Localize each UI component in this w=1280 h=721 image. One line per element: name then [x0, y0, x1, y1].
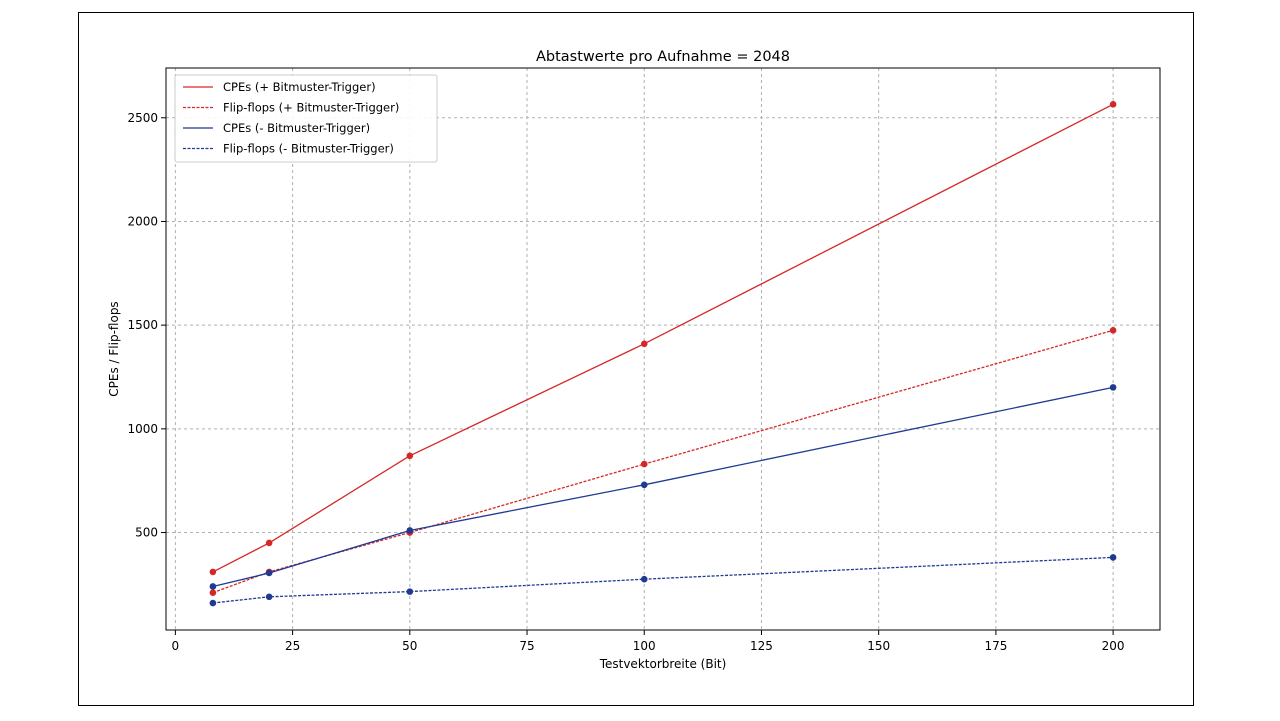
series-1-point	[209, 568, 217, 576]
y-tick-label: 1500	[127, 318, 158, 332]
series-1-point	[265, 539, 273, 547]
legend-box	[174, 74, 438, 163]
x-tick-label: 200	[1102, 639, 1125, 653]
x-tick-label: 0	[172, 639, 180, 653]
x-tick-label: 175	[984, 639, 1007, 653]
series-2-point	[209, 589, 217, 596]
series-3-point	[640, 481, 648, 489]
series-1-point	[1109, 100, 1117, 108]
series-3-point	[1109, 384, 1117, 391]
y-tick-label: 2500	[127, 111, 158, 125]
series-4-point	[1109, 554, 1117, 561]
series-3-point	[265, 569, 273, 577]
series-4-point	[406, 588, 414, 595]
grid	[166, 68, 1160, 630]
series-2-point	[640, 460, 648, 468]
chart-title: Abtastwerte pro Aufnahme = 2048	[536, 49, 790, 65]
series-4-point	[640, 575, 648, 583]
legend-label: CPEs (+ Bitmuster-Trigger)	[223, 80, 376, 94]
x-tick-label: 100	[633, 639, 656, 653]
axes: 0 25 50 75 100 125 150 175 200 500 1000 1500 2000 250…	[127, 111, 1124, 653]
legend-label: Flip-flops (- Bitmuster-Trigger)	[223, 142, 394, 156]
series-layer	[209, 100, 1117, 607]
x-tick-label: 25	[285, 639, 300, 653]
legend: CPEs (+ Bitmuster-Trigger) Flip-flops (+ …	[174, 74, 438, 163]
legend-label: CPEs (- Bitmuster-Trigger)	[223, 121, 370, 135]
series-4-point	[265, 593, 273, 601]
x-tick-label: 75	[519, 639, 534, 653]
series-line-2	[212, 329, 1114, 594]
series-1-point	[640, 340, 648, 348]
y-axis-title: CPEs / Flip-flops	[107, 301, 121, 396]
x-tick-label: 50	[402, 639, 417, 653]
x-tick-label: 125	[750, 639, 773, 653]
x-tick-label: 150	[867, 639, 890, 653]
y-tick-label: 1000	[127, 422, 158, 436]
series-3-point	[406, 527, 414, 534]
y-tick-label: 500	[135, 526, 158, 540]
legend-label: Flip-flops (+ Bitmuster-Trigger)	[223, 101, 399, 115]
series-line-1	[212, 103, 1114, 573]
series-4-point	[209, 599, 217, 607]
series-line-3	[212, 386, 1114, 588]
series-3-point	[209, 583, 217, 590]
plot-area-border	[165, 67, 1161, 631]
series-2-point	[1109, 327, 1117, 334]
series-1-point	[406, 452, 414, 460]
x-axis-title: Testvektorbreite (Bit)	[599, 657, 727, 671]
series-line-4	[212, 556, 1114, 604]
y-tick-label: 2000	[127, 214, 158, 228]
